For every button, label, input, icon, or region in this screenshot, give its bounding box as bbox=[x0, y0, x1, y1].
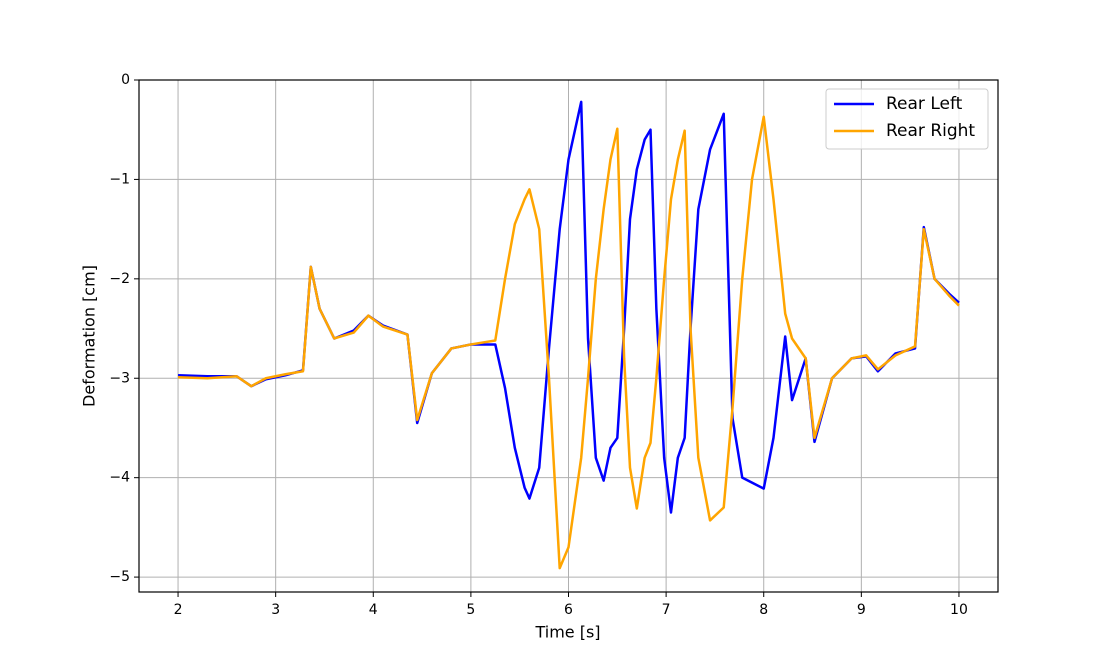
legend-label: Rear Right bbox=[886, 121, 975, 141]
y-tick-label: −2 bbox=[109, 271, 130, 287]
legend: Rear Left Rear Right bbox=[825, 88, 989, 150]
plot-frame bbox=[138, 79, 999, 593]
y-axis-label: Deformation [cm] bbox=[80, 265, 99, 407]
x-tick-label: 7 bbox=[662, 602, 671, 618]
y-tick-label: −1 bbox=[109, 171, 130, 187]
y-tick-label: −5 bbox=[109, 569, 130, 585]
x-tick-label: 6 bbox=[564, 602, 573, 618]
data-line bbox=[178, 115, 960, 570]
x-axis-label: Time [s] bbox=[534, 623, 600, 642]
x-tick-label: 3 bbox=[271, 602, 280, 618]
y-tick-label: −4 bbox=[109, 470, 130, 486]
x-tick-label: 10 bbox=[950, 602, 968, 618]
x-tick-label: 5 bbox=[466, 602, 475, 618]
x-tick-label: 8 bbox=[759, 602, 768, 618]
x-tick-label: 4 bbox=[369, 602, 378, 618]
x-tick-label: 9 bbox=[857, 602, 866, 618]
y-tick-label: 0 bbox=[121, 72, 130, 88]
y-tick-label: −3 bbox=[109, 370, 130, 386]
x-tick-label: 2 bbox=[174, 602, 183, 618]
legend-label: Rear Left bbox=[886, 94, 963, 114]
